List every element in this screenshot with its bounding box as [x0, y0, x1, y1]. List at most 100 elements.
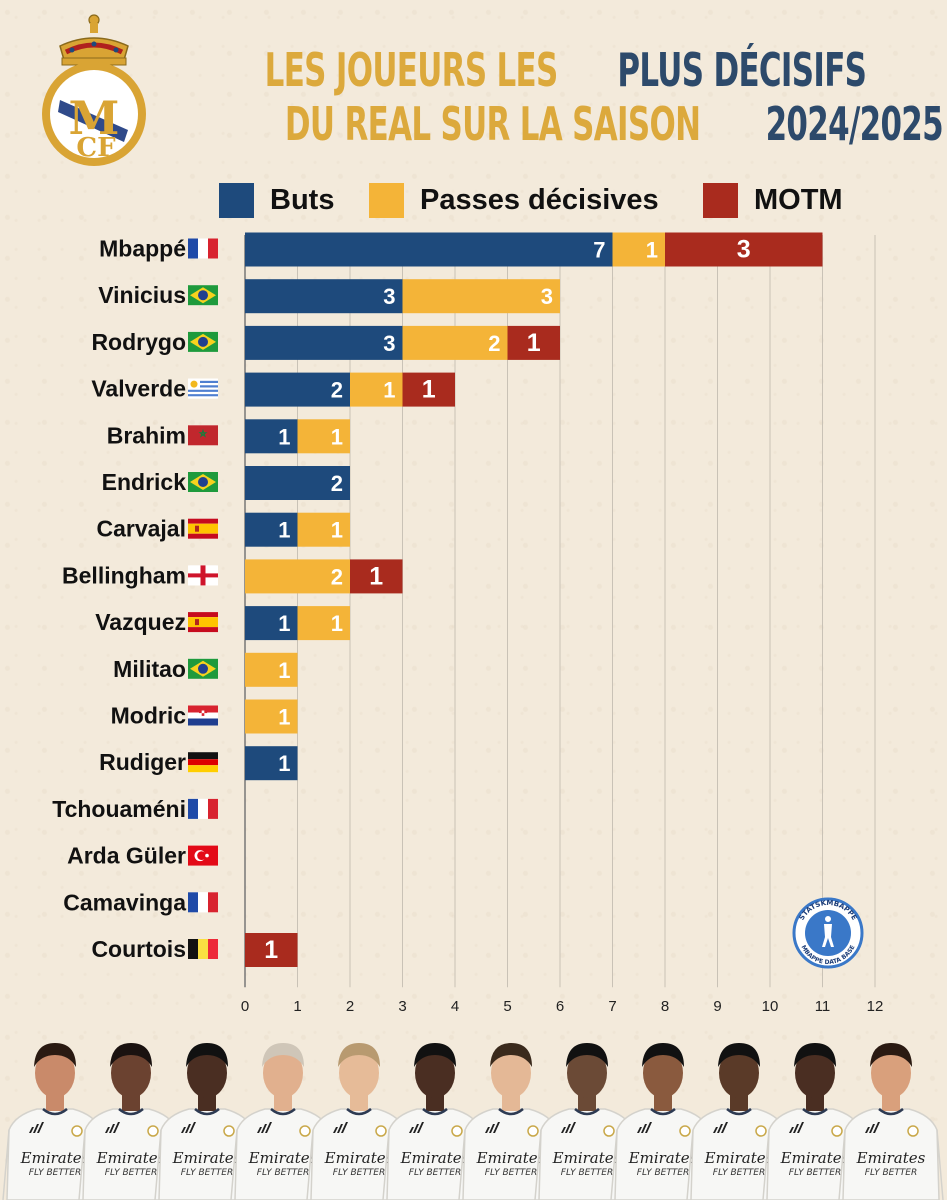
crown-icon — [59, 14, 129, 66]
bar-value-label: 2 — [331, 564, 343, 589]
bar-segment-passes — [402, 279, 560, 314]
title-line-2-part-b: 2024/2025 — [765, 97, 943, 151]
jersey-slogan: FLY BETTER — [105, 1168, 157, 1178]
row-label: Bellingham — [62, 562, 186, 588]
bar-value-label: 1 — [369, 562, 383, 590]
bar-segment-motm — [350, 559, 403, 594]
chart-x-ticks: 0 1 2 3 4 5 6 7 8 9 10 11 12 — [241, 998, 884, 1015]
bar-segment-passes — [402, 325, 508, 360]
england-flag — [188, 565, 218, 586]
france-flag — [188, 892, 218, 913]
jersey-slogan: FLY BETTER — [29, 1168, 81, 1178]
belgium-flag — [188, 939, 218, 959]
statskmbappe-badge: STATSKMBAPPE MBAPPE DATA BASE — [792, 897, 864, 969]
bar-segment-buts — [245, 279, 403, 314]
bar-value-label: 1 — [278, 658, 290, 683]
morocco-flag — [188, 425, 218, 446]
row-label: Modric — [111, 703, 187, 729]
uruguay-flag — [188, 378, 218, 399]
brazil-flag — [188, 285, 218, 306]
bar-segment-passes — [245, 699, 298, 734]
legend-swatch-buts — [219, 183, 254, 218]
legend-item-buts: Buts — [219, 183, 334, 218]
row-label: Rudiger — [99, 749, 186, 775]
x-tick-label: 8 — [661, 998, 669, 1015]
bar-segment-motm — [245, 933, 298, 967]
row-label: Carvajal — [96, 516, 186, 542]
bar-segment-buts — [245, 232, 613, 267]
bar-segment-passes — [297, 419, 350, 454]
bar-segment-motm — [665, 232, 823, 267]
title-line-2: DU REAL SUR LA SAISON 2024/2025 — [160, 97, 944, 151]
turkey-flag — [188, 845, 218, 866]
bar-segment-buts — [245, 746, 298, 781]
bar-value-label: 1 — [331, 424, 343, 449]
title-line-1-part-a: LES JOUEURS LES — [264, 43, 559, 97]
legend-item-motm: MOTM — [703, 183, 843, 218]
bar-segment-buts — [245, 325, 403, 360]
bar-value-label: 1 — [278, 751, 290, 776]
x-tick-label: 2 — [346, 998, 354, 1015]
legend-swatch-passes — [369, 183, 404, 218]
bar-value-label: 1 — [646, 238, 658, 263]
legend-label-passes: Passes décisives — [420, 184, 659, 216]
jersey-slogan: FLY BETTER — [713, 1168, 765, 1178]
bar-value-label: 7 — [593, 238, 605, 263]
brazil-flag — [188, 658, 218, 679]
x-tick-label: 12 — [867, 998, 884, 1015]
legend-label-motm: MOTM — [754, 184, 843, 216]
x-tick-label: 1 — [293, 998, 301, 1015]
x-tick-label: 0 — [241, 998, 249, 1015]
x-tick-label: 4 — [451, 998, 459, 1015]
jersey-sponsor: Emirates — [780, 1149, 850, 1167]
row-label: Courtois — [91, 936, 186, 962]
jersey-sponsor: Emirates — [552, 1149, 622, 1167]
chart-legend: Buts Passes décisives MOTM — [0, 183, 947, 223]
bar-value-label: 1 — [278, 611, 290, 636]
row-label: Vinicius — [98, 282, 186, 308]
jersey-sponsor: Emirates — [172, 1149, 242, 1167]
bar-segment-motm — [507, 325, 560, 360]
bar-value-label: 1 — [278, 518, 290, 543]
bar-value-label: 3 — [541, 284, 553, 309]
jersey-sponsor: Emirates — [248, 1149, 318, 1167]
bar-segment-buts — [245, 466, 350, 500]
player-photo-strip: Emirates FLY BETTER Emirates FLY BETTER Emir… — [0, 1035, 947, 1200]
bar-segment-passes — [245, 559, 350, 594]
row-label: Valverde — [91, 376, 186, 402]
bar-value-label: 2 — [488, 331, 500, 356]
bar-segment-passes — [612, 232, 665, 267]
jersey-slogan: FLY BETTER — [561, 1168, 613, 1178]
row-label: Rodrygo — [91, 329, 186, 355]
jersey-slogan: FLY BETTER — [637, 1168, 689, 1178]
bar-segment-motm — [402, 372, 455, 407]
france-flag — [188, 238, 218, 259]
jersey-sponsor: Emirates — [704, 1149, 774, 1167]
bar-value-label: 1 — [278, 705, 290, 730]
bar-value-label: 1 — [331, 518, 343, 543]
jersey-slogan: FLY BETTER — [257, 1168, 309, 1178]
row-label: Militao — [113, 656, 186, 682]
spain-flag — [188, 612, 218, 633]
svg-text:CF: CF — [76, 133, 116, 163]
title-line-1: LES JOUEURS LES PLUS DÉCISIFS — [160, 44, 940, 96]
x-tick-label: 7 — [608, 998, 616, 1015]
bar-value-label: 1 — [278, 424, 290, 449]
legend-label-buts: Buts — [270, 184, 335, 216]
jersey-slogan: FLY BETTER — [865, 1168, 917, 1178]
bar-value-label: 1 — [383, 378, 395, 403]
x-tick-label: 11 — [815, 998, 831, 1015]
spain-flag — [188, 518, 218, 539]
real-madrid-crest: M CF — [42, 14, 146, 166]
jersey-sponsor: Emirates — [628, 1149, 698, 1167]
jersey-slogan: FLY BETTER — [789, 1168, 841, 1178]
bar-segment-buts — [245, 606, 298, 641]
bar-value-label: 1 — [264, 936, 278, 964]
